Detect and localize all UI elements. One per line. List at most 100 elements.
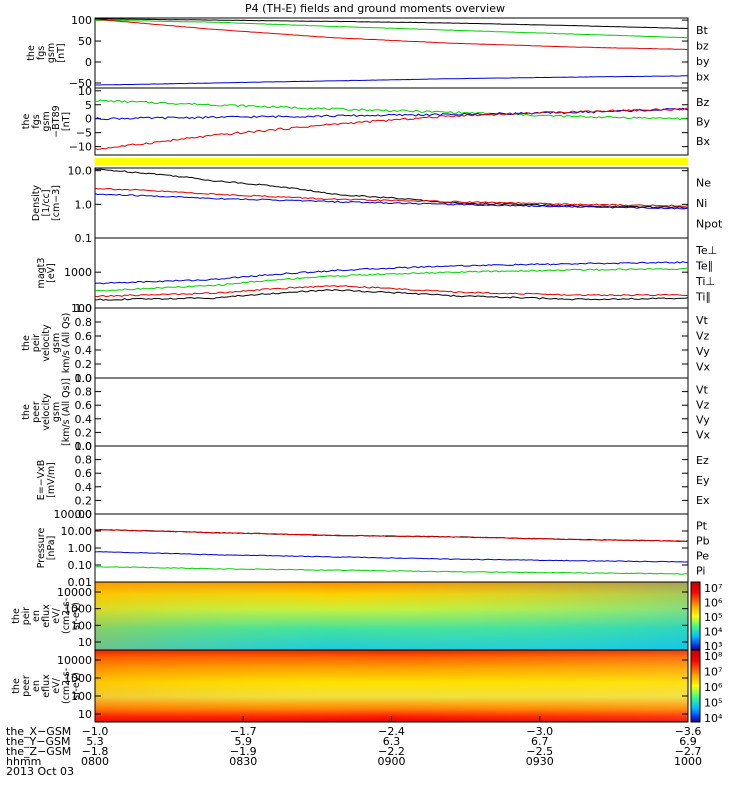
y-axis-label-line: [1/cc] (41, 189, 52, 216)
y-axis-label-line: gsm (41, 111, 52, 131)
y-axis-label-line: Pressure (36, 528, 47, 569)
y-axis-label-line: peer (31, 401, 42, 423)
series-by (94, 19, 689, 39)
colorbar-label: 10⁸ (704, 650, 723, 663)
y-axis-label-line: eV/ (51, 607, 62, 623)
y-tick-label: 1.0 (75, 302, 93, 315)
y-axis-label-line: eV/ (51, 677, 62, 693)
y-axis-label-line: Density (31, 185, 42, 221)
y-axis-label: the peir velocity gsm km/s (All Qs) (21, 313, 72, 374)
y-axis-label-line: en (31, 680, 42, 692)
x-tick-label: −3.6 (675, 725, 702, 738)
y-axis-label: Pressure [nPa] (36, 528, 57, 569)
legend-Ti⊥: Ti⊥ (695, 275, 715, 288)
legend-By: By (696, 116, 711, 129)
series-Pe (94, 566, 689, 575)
y-axis-label: the fgs gsm −BT89 [nT] (21, 105, 72, 137)
y-tick-label: 100 (71, 14, 92, 27)
y-axis-label-line: [cm−3] (51, 185, 62, 221)
y-tick-label: 10000 (57, 654, 92, 667)
yellow-separator-bar (95, 158, 688, 165)
x-tick-label: 0930 (526, 755, 554, 768)
panel-frame (94, 377, 689, 447)
y-tick-label: 0 (85, 113, 92, 126)
legend-Te⊥: Te⊥ (695, 244, 717, 257)
y-tick-label: 0.0 (75, 372, 93, 385)
y-tick-label: 1000 (64, 603, 92, 616)
y-tick-label: 50 (78, 35, 92, 48)
legend-Vz: Vz (696, 399, 710, 412)
series-Ne (94, 187, 689, 207)
legend-bx: bx (696, 70, 710, 83)
panel-frame (94, 307, 689, 379)
legend-Pe: Pe (696, 550, 709, 563)
legend-Ey: Ey (696, 474, 710, 487)
y-tick-label: 100 (71, 302, 92, 315)
y-tick-label: 0.4 (75, 481, 93, 494)
x-tick-label: −1.7 (230, 725, 257, 738)
x-tick-label: 0900 (378, 755, 406, 768)
y-axis-label-line: peir (31, 334, 42, 353)
series-Bz (94, 107, 689, 151)
colorbar-label: 10⁴ (704, 626, 723, 639)
y-tick-label: 10 (78, 708, 92, 721)
legend-Ni: Ni (696, 197, 707, 210)
y-axis-label-line: [nT] (56, 43, 67, 62)
x-tick-label: 0800 (81, 755, 109, 768)
legend-Ez: Ez (696, 454, 709, 467)
y-tick-label: 0.1 (75, 232, 93, 245)
y-axis-label-line: sr-eV) (71, 672, 82, 700)
y-tick-label: 100 (71, 690, 92, 703)
y-axis-label-line: sr-eV) (71, 602, 82, 630)
legend-Bx: Bx (696, 135, 711, 148)
legend-Te∥: Te∥ (695, 259, 713, 272)
legend-Pt: Pt (696, 520, 708, 533)
x-tick-label: −2.7 (675, 745, 702, 758)
y-tick-label: 10.0 (68, 165, 93, 178)
y-tick-label: 1.00 (68, 542, 93, 555)
y-axis-label-line: E=−VxB (36, 460, 47, 501)
y-axis-label: Density [1/cc] [cm−3] (31, 185, 62, 221)
y-tick-label: 0.4 (75, 413, 93, 426)
y-tick-label: 0.0 (75, 508, 93, 521)
y-tick-label: 0.4 (75, 344, 93, 357)
legend-Vz: Vz (696, 329, 710, 342)
y-tick-label: 0.6 (75, 467, 93, 480)
y-tick-label: 0.6 (75, 399, 93, 412)
y-tick-label: 1.0 (75, 440, 93, 453)
panel-peir_velocity: the peir velocity gsm km/s (All Qs) (21, 307, 689, 379)
y-tick-label: 1.0 (75, 372, 93, 385)
y-tick-label: 10 (78, 636, 92, 649)
legend-Npot: Npot (696, 218, 723, 231)
y-axis-label-line: the (26, 45, 37, 61)
y-axis-label-line: (cm2-s- (61, 668, 72, 704)
y-axis-label-line: the (21, 114, 32, 130)
y-tick-label: 10.00 (61, 525, 93, 538)
y-axis-label-line: the (21, 335, 32, 351)
panel-frame (94, 513, 689, 583)
x-tick-label: 5.9 (235, 735, 253, 748)
colorbar-label: 10⁵ (704, 611, 722, 624)
x-tick-label: 6.7 (531, 735, 549, 748)
legend-Vx: Vx (696, 429, 711, 442)
y-tick-label: 10 (78, 85, 92, 98)
y-axis-label-line: the (11, 608, 22, 624)
heatmap-overlay (95, 582, 688, 650)
legend-Ex: Ex (696, 494, 710, 507)
y-axis-label-line: fgs (31, 114, 42, 128)
colorbar-label: 10³ (704, 640, 722, 653)
x-row-label: the_X−GSM (6, 725, 71, 738)
y-axis-label-line: gsm (46, 43, 57, 63)
y-tick-label: 5 (85, 99, 92, 112)
series-Ti⊥ (94, 261, 689, 285)
y-axis-label-line: [mV/m] (46, 462, 57, 498)
y-axis-label-line: en (31, 610, 42, 622)
y-tick-label: 100.00 (54, 508, 93, 521)
legend-Vt: Vt (696, 384, 709, 397)
y-tick-label: 0 (85, 56, 92, 69)
y-axis-label: the peir en eflux eV/(cm2-s-sr-eV) (11, 598, 82, 634)
y-tick-label: 0.8 (75, 316, 93, 329)
y-tick-label: 0.0 (75, 440, 93, 453)
y-axis-label: the peer en eflux eV/(cm2-s-sr-eV) (11, 668, 82, 704)
